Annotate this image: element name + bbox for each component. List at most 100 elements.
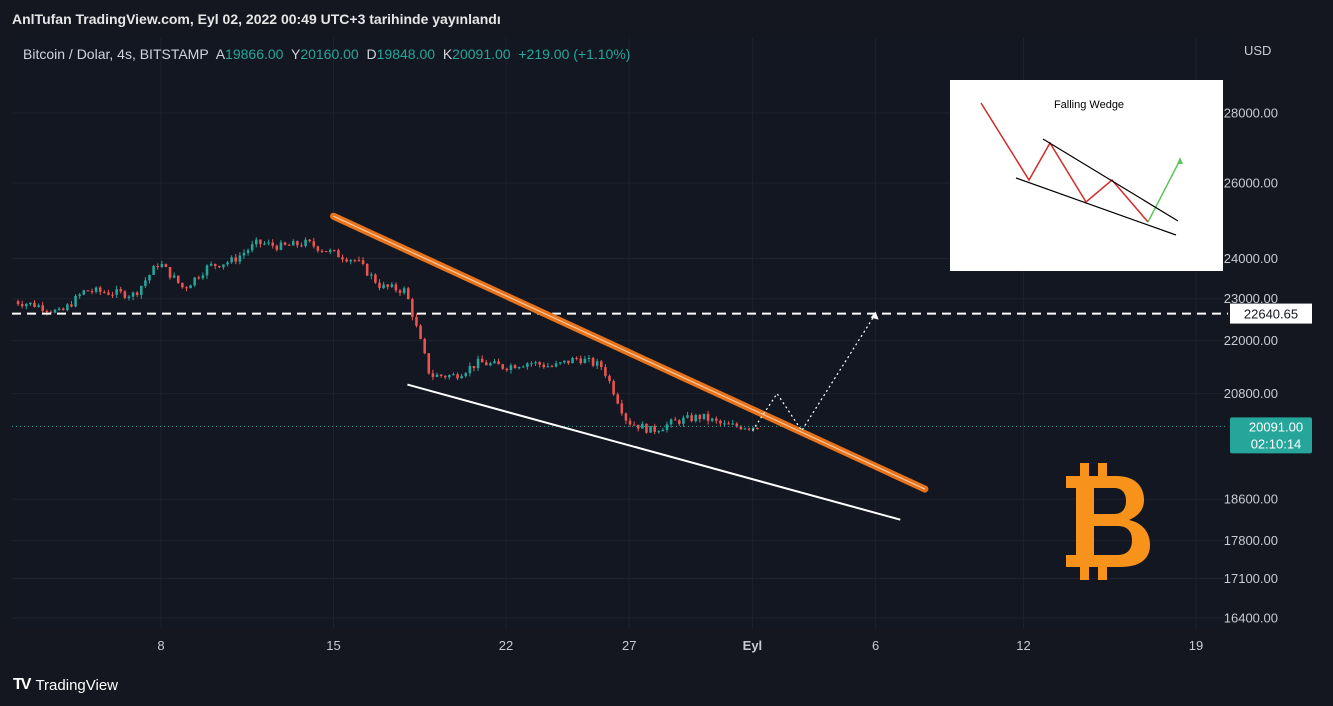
candle-body xyxy=(678,420,681,424)
candle-body xyxy=(628,420,632,425)
low-value: 19848.00 xyxy=(376,46,436,62)
candle-body xyxy=(452,374,455,376)
candle-body xyxy=(624,413,628,421)
candle-body xyxy=(33,302,36,307)
candle-body xyxy=(176,275,180,283)
candle-body xyxy=(530,363,533,365)
candle-body xyxy=(370,274,373,276)
last-price-tag xyxy=(1230,417,1312,454)
candle-body xyxy=(468,365,472,374)
candle-body xyxy=(300,245,303,247)
candle-body xyxy=(406,288,410,300)
candle-body xyxy=(238,255,242,262)
candle-body xyxy=(435,374,439,377)
candle-body xyxy=(185,287,188,289)
price-tick-label: 17100.00 xyxy=(1224,571,1278,586)
candle-body xyxy=(538,362,541,365)
candle-body xyxy=(505,368,509,371)
candle-body xyxy=(324,251,328,253)
candle-body xyxy=(103,291,106,293)
level-price-label: 22640.65 xyxy=(1244,307,1298,322)
candle-body xyxy=(526,363,529,367)
candle-body xyxy=(661,429,665,432)
candle-body xyxy=(456,374,459,379)
brand-name: TradingView xyxy=(35,676,118,694)
candle-body xyxy=(480,358,484,363)
candle-body xyxy=(443,375,447,378)
candle-body xyxy=(756,427,759,430)
candle-body xyxy=(616,394,619,404)
candle-body xyxy=(189,285,192,289)
date-tick-label: 6 xyxy=(872,638,879,653)
candle-body xyxy=(448,375,451,378)
candle-body xyxy=(567,360,570,364)
date-tick-label: 19 xyxy=(1189,638,1203,653)
candle-body xyxy=(419,325,422,340)
inset-title: Falling Wedge xyxy=(1054,99,1124,111)
price-tick-label: 24000.00 xyxy=(1224,251,1278,266)
candle-body xyxy=(98,287,102,292)
projection-path[interactable] xyxy=(751,313,877,432)
candle-body xyxy=(304,239,307,247)
candle-body xyxy=(575,357,578,359)
candle-body xyxy=(698,415,702,419)
candle-body xyxy=(246,250,250,253)
candle-body xyxy=(66,304,69,311)
candle-body xyxy=(29,302,32,305)
close-label: K xyxy=(442,46,453,62)
price-tick-label: 22000.00 xyxy=(1224,333,1278,348)
wedge-price-path xyxy=(980,102,1149,223)
candle-body xyxy=(140,285,143,296)
date-tick-label: 8 xyxy=(157,638,164,653)
candle-body xyxy=(534,362,537,364)
candle-body xyxy=(172,275,176,278)
date-tick-label: Eyl xyxy=(743,638,763,653)
candle-body xyxy=(632,424,636,426)
tradingview-footer[interactable]: TV TradingView xyxy=(13,676,118,694)
candle-body xyxy=(230,257,233,263)
candle-body xyxy=(591,357,595,366)
candle-body xyxy=(542,364,546,368)
support-trendline[interactable] xyxy=(407,383,901,521)
candle-body xyxy=(620,403,624,414)
candle-body xyxy=(382,284,385,289)
candle-body xyxy=(337,250,340,258)
close-value: 20091.00 xyxy=(452,46,511,62)
candle-body xyxy=(25,304,28,307)
candle-body xyxy=(583,358,587,364)
candle-body xyxy=(489,363,492,366)
candle-body xyxy=(608,375,611,382)
candle-body xyxy=(702,413,706,419)
candle-body xyxy=(497,361,500,365)
candle-body xyxy=(751,427,755,430)
candle-body xyxy=(94,287,98,292)
candle-body xyxy=(415,316,418,326)
publish-header: AnlTufan TradingView.com, Eyl 02, 2022 0… xyxy=(12,11,501,27)
wedge-lower-line xyxy=(1015,177,1177,236)
candle-body xyxy=(37,305,40,307)
candle-body xyxy=(649,425,652,433)
candle-body xyxy=(431,373,435,377)
candle-body xyxy=(144,280,147,286)
candle-body xyxy=(390,284,394,287)
candle-body xyxy=(328,250,332,252)
candle-body xyxy=(45,311,49,313)
symbol-label[interactable]: Bitcoin / Dolar, 4s, BITSTAMP xyxy=(23,46,209,62)
candle-body xyxy=(123,291,127,298)
candle-body xyxy=(255,239,258,245)
candle-body xyxy=(209,263,213,266)
high-label: Y xyxy=(290,46,301,62)
candle-body xyxy=(378,282,381,289)
candle-body xyxy=(513,365,517,369)
candle-body xyxy=(296,241,299,246)
candles xyxy=(16,237,759,435)
price-tick-label: 18600.00 xyxy=(1224,492,1278,507)
candle-body xyxy=(222,264,225,268)
candle-body xyxy=(250,244,254,251)
candle-body xyxy=(686,415,689,418)
candle-body xyxy=(719,420,722,424)
candle-body xyxy=(723,423,726,425)
candle-body xyxy=(604,367,607,376)
candle-body xyxy=(521,366,525,368)
